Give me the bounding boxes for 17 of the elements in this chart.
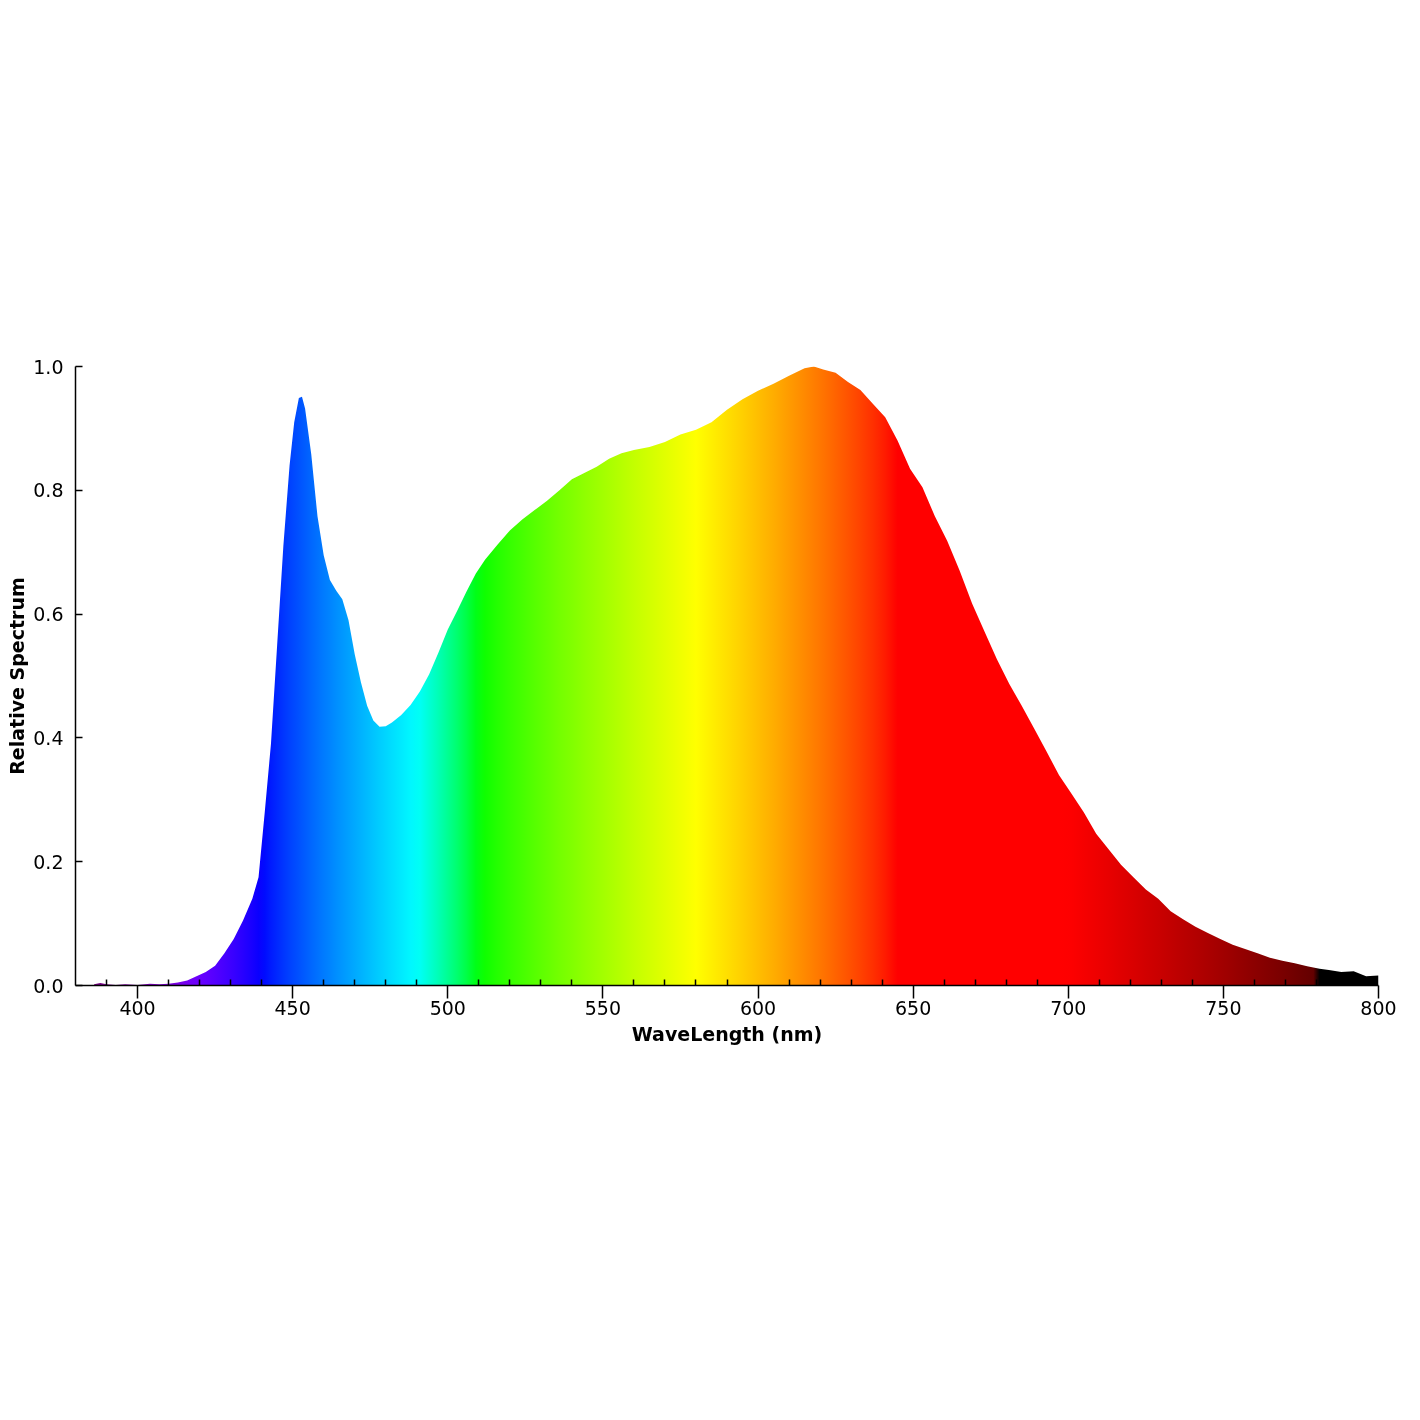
x-tick-label: 550 (584, 996, 622, 1019)
x-tick-label: 700 (1050, 996, 1087, 1019)
x-tick-label: 800 (1360, 996, 1397, 1019)
x-tick-label: 650 (895, 996, 932, 1019)
x-axis-title: WaveLength (nm) (631, 1022, 823, 1045)
y-tick-label: 0.6 (33, 603, 64, 626)
y-tick-label: 1.0 (33, 355, 64, 378)
y-tick-label: 0.2 (33, 850, 64, 873)
y-axis-title: Relative Spectrum (6, 577, 29, 775)
x-tick-label: 750 (1205, 996, 1242, 1019)
y-tick-label: 0.0 (33, 974, 64, 997)
x-tick-label: 500 (429, 996, 466, 1019)
x-tick-label: 600 (739, 996, 777, 1019)
x-tick-label: 400 (119, 996, 156, 1019)
x-tick-label: 450 (274, 996, 311, 1019)
y-tick-label: 0.8 (33, 479, 64, 502)
y-tick-label: 0.4 (33, 726, 64, 749)
